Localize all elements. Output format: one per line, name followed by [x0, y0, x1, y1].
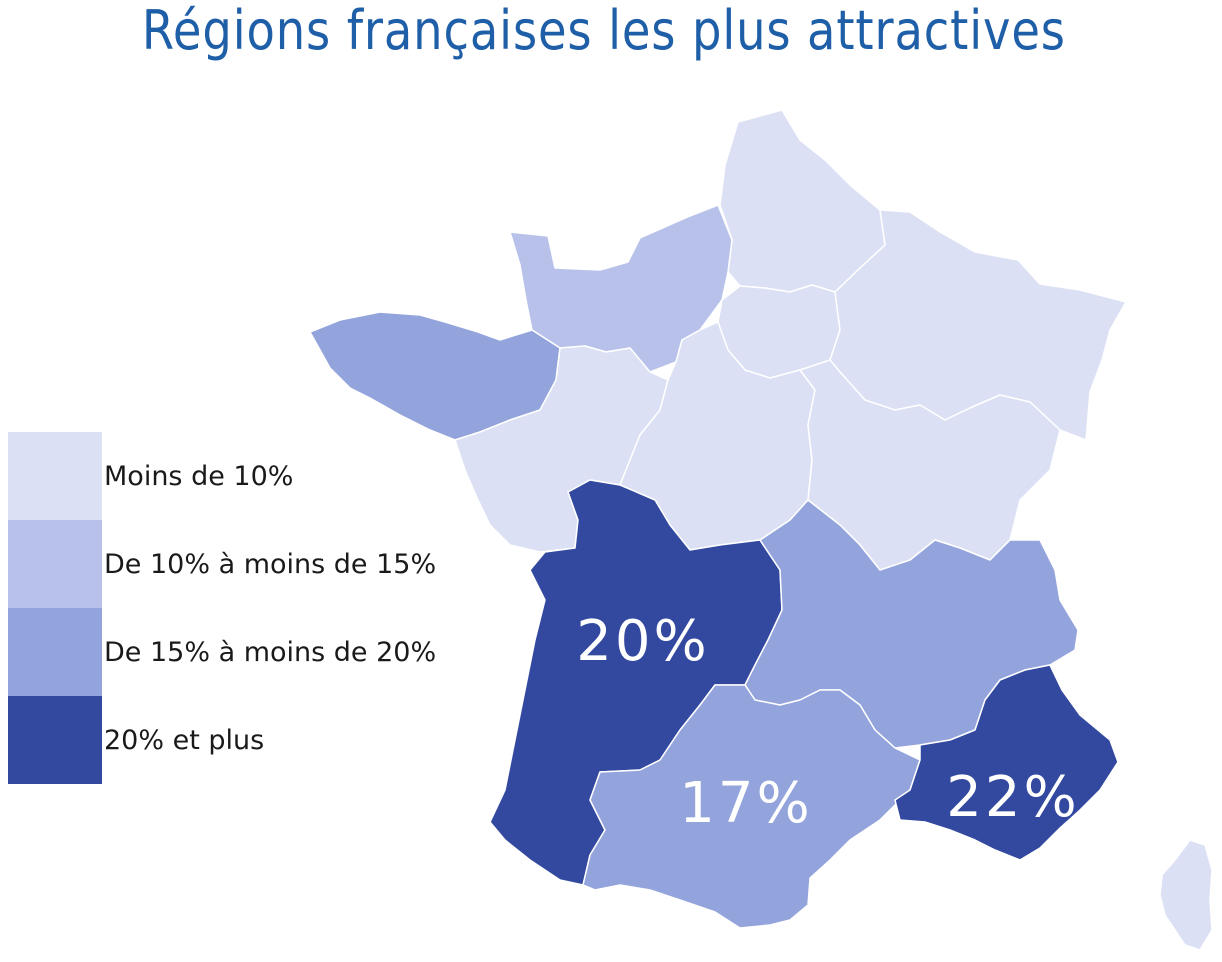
legend-item-1: Moins de 10% [8, 432, 508, 520]
legend: Moins de 10% De 10% à moins de 15% De 15… [8, 432, 508, 784]
region-provence-alpes-cote-dazur[interactable] [894, 664, 1119, 861]
legend-label-4: 20% et plus [104, 724, 265, 756]
legend-item-2: De 10% à moins de 15% [8, 520, 508, 608]
legend-swatch-3 [8, 608, 102, 696]
legend-item-4: 20% et plus [8, 696, 508, 784]
region-occitanie[interactable] [582, 684, 921, 929]
value-label-paca: 22% [946, 765, 1079, 830]
legend-swatch-2 [8, 520, 102, 608]
map-title: Régions françaises les plus attractives [141, 0, 1066, 62]
legend-label-1: Moins de 10% [104, 460, 294, 492]
legend-label-3: De 15% à moins de 20% [104, 636, 437, 668]
legend-item-3: De 15% à moins de 20% [8, 608, 508, 696]
legend-swatch-1 [8, 432, 102, 520]
legend-label-2: De 10% à moins de 15% [104, 548, 437, 580]
legend-swatch-4 [8, 696, 102, 784]
region-corse[interactable] [1159, 839, 1213, 951]
value-label-nouvelle-aquitaine: 20% [576, 609, 709, 674]
value-label-occitanie: 17% [679, 771, 812, 836]
region-hauts-de-france[interactable] [719, 109, 886, 293]
